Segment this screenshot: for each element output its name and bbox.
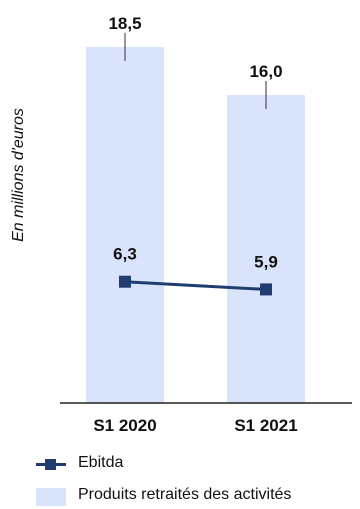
legend-label-produits: Produits retraités des activités — [78, 486, 292, 503]
legend-marker-swatch — [45, 459, 56, 470]
ebitda-line-group — [119, 275, 272, 296]
bar-value-label-2: 16,0 — [249, 62, 282, 81]
bar-value-label-1: 18,5 — [108, 14, 141, 33]
ebitda-line — [124, 280, 267, 291]
y-axis-label-wrap: En millions d'euros — [2, 60, 36, 290]
bar-2 — [227, 95, 305, 403]
data-label-group: 18,5 16,0 6,3 5,9 — [108, 14, 282, 272]
ebitda-value-label-2: 5,9 — [254, 252, 278, 271]
legend-label-ebitda: Ebitda — [78, 454, 124, 471]
y-axis-label: En millions d'euros — [10, 108, 27, 242]
ebitda-point-2 — [260, 283, 272, 296]
bar-1 — [86, 46, 164, 403]
x-tick-label-2: S1 2021 — [234, 416, 297, 435]
x-tick-label-1: S1 2020 — [93, 416, 156, 435]
legend-bar-swatch — [36, 488, 66, 506]
x-tick-group: S1 2020 S1 2021 — [93, 416, 297, 435]
bar-group — [86, 46, 305, 403]
legend-line-swatch — [36, 459, 66, 470]
ebitda-point-1 — [119, 275, 131, 288]
ebitda-value-label-1: 6,3 — [113, 245, 137, 264]
